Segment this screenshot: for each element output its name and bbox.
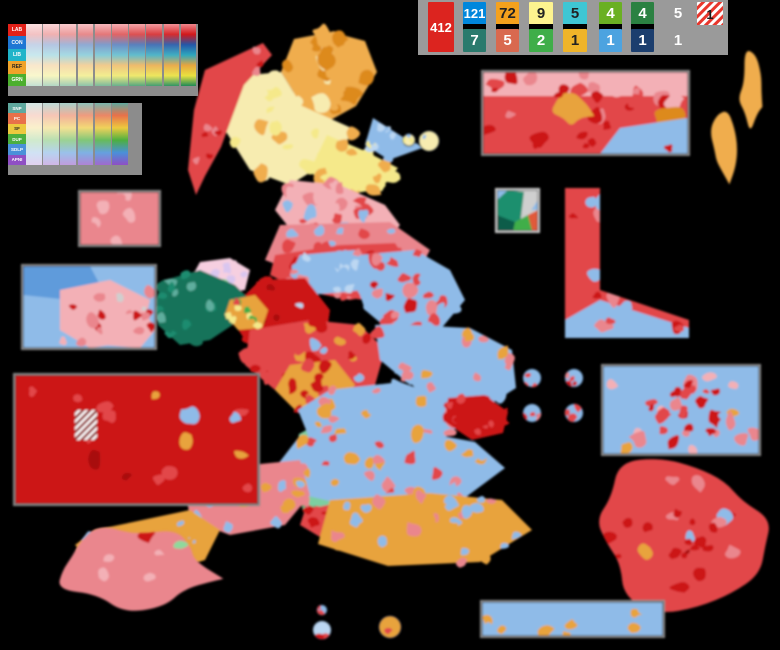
svg-text:1: 1 [706,7,713,22]
